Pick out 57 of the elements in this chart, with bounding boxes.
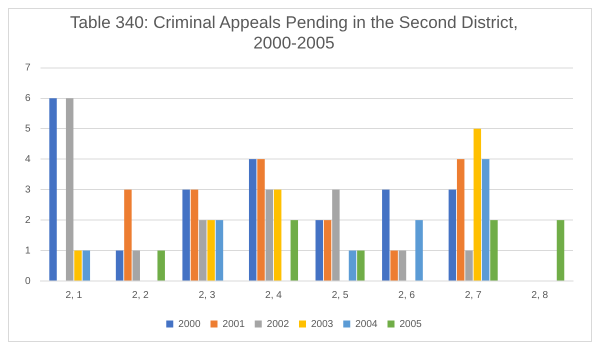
- bar: [124, 190, 132, 280]
- bar: [290, 220, 298, 280]
- bar: [266, 190, 274, 280]
- bar: [316, 220, 324, 280]
- chart-title: Table 340: Criminal Appeals Pending in the Second District, 2000-2005: [70, 12, 518, 52]
- x-tick-label: 2, 5: [332, 290, 349, 301]
- y-tick-label: 0: [25, 276, 31, 287]
- bar: [390, 250, 398, 280]
- bar: [274, 190, 282, 280]
- bar: [116, 250, 124, 280]
- y-tick-label: 2: [25, 214, 31, 226]
- x-tick-label: 2, 8: [531, 290, 548, 301]
- legend-label: 2002: [266, 318, 290, 330]
- bar: [49, 98, 57, 280]
- bar: [474, 128, 482, 280]
- legend-label: 2003: [311, 318, 334, 330]
- bar: [398, 250, 406, 280]
- legend-label: 2005: [399, 318, 422, 330]
- legend-label: 2001: [222, 318, 246, 330]
- bar: [382, 190, 390, 280]
- legend-label: 2004: [355, 318, 378, 330]
- bar: [415, 220, 423, 280]
- bar: [465, 250, 473, 280]
- bar: [257, 159, 265, 280]
- y-tick-label: 1: [25, 245, 31, 256]
- y-tick-label: 5: [25, 123, 31, 134]
- bar: [348, 250, 356, 280]
- bar: [82, 250, 90, 280]
- x-tick-label: 2, 7: [464, 290, 482, 301]
- bar: [490, 220, 498, 280]
- bar: [216, 220, 224, 280]
- y-tick-label: 3: [25, 184, 31, 196]
- bar: [324, 220, 332, 280]
- x-tick-label: 2, 3: [198, 290, 216, 301]
- bar: [74, 250, 82, 280]
- y-tick-label: 6: [25, 93, 31, 104]
- x-tick-label: 2, 4: [265, 290, 282, 301]
- bar: [456, 159, 464, 280]
- bar: [182, 190, 190, 280]
- bar: [132, 250, 140, 280]
- bar: [556, 220, 564, 280]
- bar: [248, 159, 256, 280]
- bar: [332, 190, 340, 280]
- bar: [482, 159, 490, 280]
- x-tick-label: 2, 2: [132, 290, 150, 301]
- bar: [190, 190, 198, 280]
- bar: [157, 250, 165, 280]
- legend-label: 2000: [178, 318, 201, 330]
- y-tick-label: 4: [25, 154, 31, 165]
- bar: [448, 190, 456, 280]
- bar: [66, 98, 74, 280]
- y-tick-label: 7: [25, 62, 31, 74]
- bar: [207, 220, 215, 280]
- x-tick-label: 2, 1: [65, 290, 83, 301]
- bar: [199, 220, 207, 280]
- x-tick-label: 2, 6: [398, 290, 416, 301]
- bar: [357, 250, 365, 280]
